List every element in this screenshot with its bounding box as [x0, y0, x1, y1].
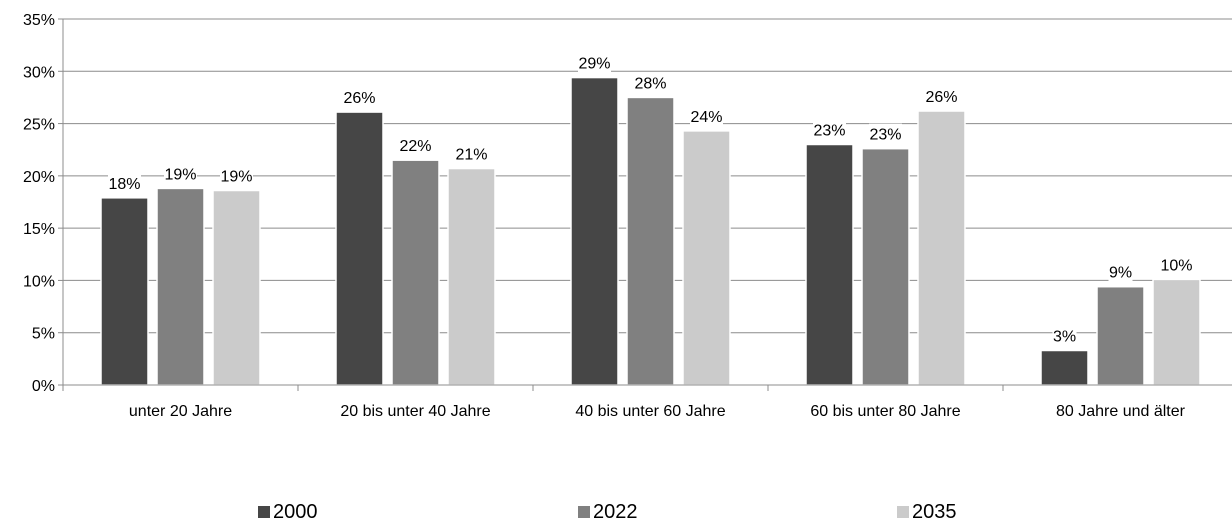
legend-swatch	[578, 506, 590, 518]
axes: 0% 5% 10% 15% 20% 25% 30% 35% unter 20 Jahre 20 b…	[23, 12, 1232, 420]
data-label-background	[578, 52, 611, 73]
y-tick-label: 15%	[23, 221, 55, 238]
data-label: 9%	[1109, 265, 1132, 282]
bar	[626, 96, 675, 386]
y-tick-label: 20%	[23, 169, 55, 186]
data-label-background	[1108, 261, 1133, 282]
legend-label: 2035	[912, 501, 957, 523]
bar	[917, 110, 966, 386]
data-label-background	[1052, 325, 1077, 346]
data-label-background	[869, 123, 902, 144]
data-label: 29%	[578, 56, 610, 73]
data-label-background	[690, 105, 723, 126]
x-tick-label: 80 Jahre und älter	[1056, 403, 1186, 420]
data-label: 28%	[634, 75, 666, 92]
bar	[1096, 285, 1145, 386]
data-label: 21%	[455, 147, 487, 164]
bar	[212, 189, 261, 386]
bars	[100, 76, 1201, 386]
x-tick-label: 60 bis unter 80 Jahre	[810, 403, 960, 420]
legend-label: 2000	[273, 501, 318, 523]
bar	[447, 167, 496, 386]
legend-swatch	[258, 506, 270, 518]
legend-swatch	[897, 506, 909, 518]
data-label: 3%	[1053, 328, 1076, 345]
bar	[156, 187, 205, 386]
data-label: 10%	[1160, 257, 1192, 274]
legend-label: 2022	[593, 501, 638, 523]
bar	[100, 197, 149, 386]
bar	[682, 130, 731, 386]
bar	[1040, 349, 1089, 386]
bar	[1152, 278, 1201, 386]
data-label-background	[455, 143, 488, 164]
data-label: 18%	[108, 176, 140, 193]
data-label: 19%	[164, 166, 196, 183]
x-tick-label: unter 20 Jahre	[129, 403, 232, 420]
data-label: 24%	[690, 109, 722, 126]
data-label-background	[813, 119, 846, 140]
data-label-background	[399, 135, 432, 156]
y-tick-label: 5%	[32, 326, 55, 343]
bar	[805, 143, 854, 386]
data-label-background	[343, 87, 376, 108]
bar	[391, 159, 440, 386]
data-label-background	[1160, 254, 1193, 275]
data-label-background	[164, 163, 197, 184]
x-tick-label: 40 bis unter 60 Jahre	[575, 403, 725, 420]
y-tick-label: 25%	[23, 117, 55, 134]
y-tick-label: 30%	[23, 64, 55, 81]
data-label-background	[634, 72, 667, 93]
data-label: 22%	[399, 138, 431, 155]
bar	[570, 76, 619, 386]
legend: 2000 2022 2035	[258, 501, 957, 523]
data-label-background	[925, 86, 958, 107]
data-label: 26%	[343, 90, 375, 107]
data-label-background	[108, 172, 141, 193]
data-labels: 18% 19% 19% 26% 22% 21% 29% 28% 24% 23% 23% 26% 3% 9%…	[108, 52, 1193, 346]
bar	[861, 147, 910, 386]
y-tick-label: 35%	[23, 12, 55, 29]
data-label: 23%	[869, 127, 901, 144]
y-tick-label: 0%	[32, 378, 55, 395]
data-label: 23%	[813, 122, 845, 139]
data-label: 26%	[925, 89, 957, 106]
y-tick-label: 10%	[23, 273, 55, 290]
x-tick-label: 20 bis unter 40 Jahre	[340, 403, 490, 420]
data-label: 19%	[220, 168, 252, 185]
bar	[335, 111, 384, 386]
data-label-background	[220, 165, 253, 186]
